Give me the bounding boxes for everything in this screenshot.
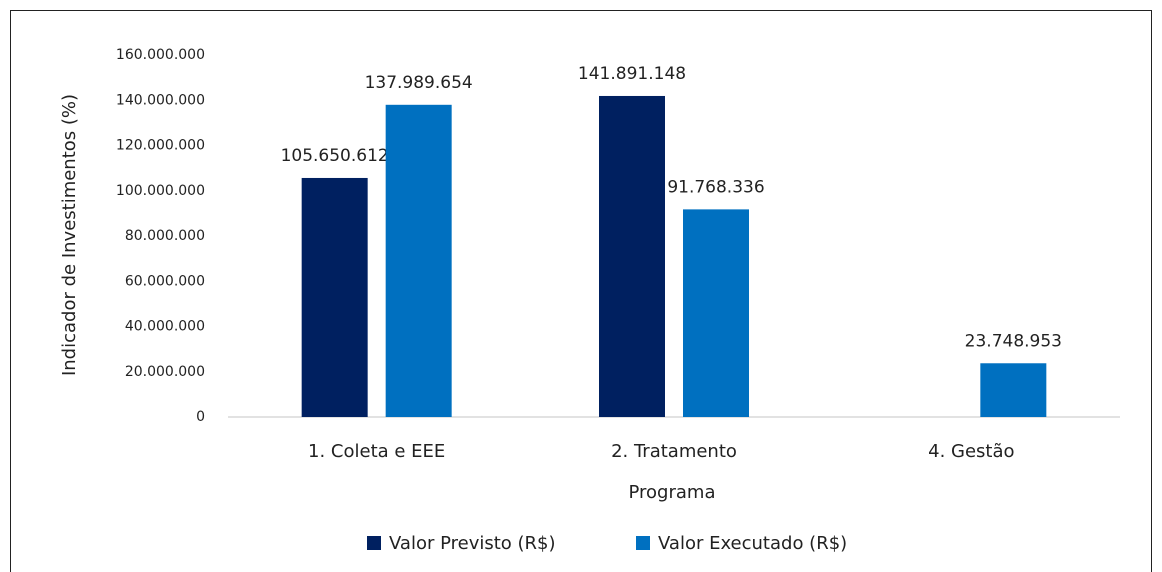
y-tick-label: 80.000.000 xyxy=(125,228,205,244)
bar xyxy=(385,104,452,418)
y-axis-title: Indicador de Investimentos (%) xyxy=(59,94,80,376)
bar xyxy=(301,177,368,417)
x-tick-label: 1. Coleta e EEE xyxy=(308,441,445,462)
y-tick-label: 120.000.000 xyxy=(116,138,205,154)
y-tick-label: 100.000.000 xyxy=(116,183,205,199)
y-tick-label: 160.000.000 xyxy=(116,47,205,63)
y-tick-label: 20.000.000 xyxy=(125,364,205,380)
bar xyxy=(599,95,665,417)
data-label: 137.989.654 xyxy=(365,73,473,93)
x-tick-label: 2. Tratamento xyxy=(611,441,737,462)
y-tick-label: 60.000.000 xyxy=(125,273,205,289)
bar xyxy=(683,209,749,417)
chart-frame xyxy=(10,10,1152,572)
data-label: 105.650.612 xyxy=(281,146,389,166)
y-tick-label: 40.000.000 xyxy=(125,319,205,335)
x-axis-title: Programa xyxy=(629,482,716,503)
y-tick-label: 0 xyxy=(196,409,205,425)
data-label: 141.891.148 xyxy=(578,64,686,84)
legend-swatch xyxy=(636,536,650,550)
data-label: 91.768.336 xyxy=(667,177,764,197)
data-label: 23.748.953 xyxy=(965,331,1062,351)
legend-label: Valor Previsto (R$) xyxy=(389,533,556,554)
legend-swatch xyxy=(367,536,381,550)
bar xyxy=(980,363,1047,417)
x-tick-label: 4. Gestão xyxy=(928,441,1014,462)
y-tick-label: 140.000.000 xyxy=(116,92,205,108)
legend-label: Valor Executado (R$) xyxy=(658,533,847,554)
